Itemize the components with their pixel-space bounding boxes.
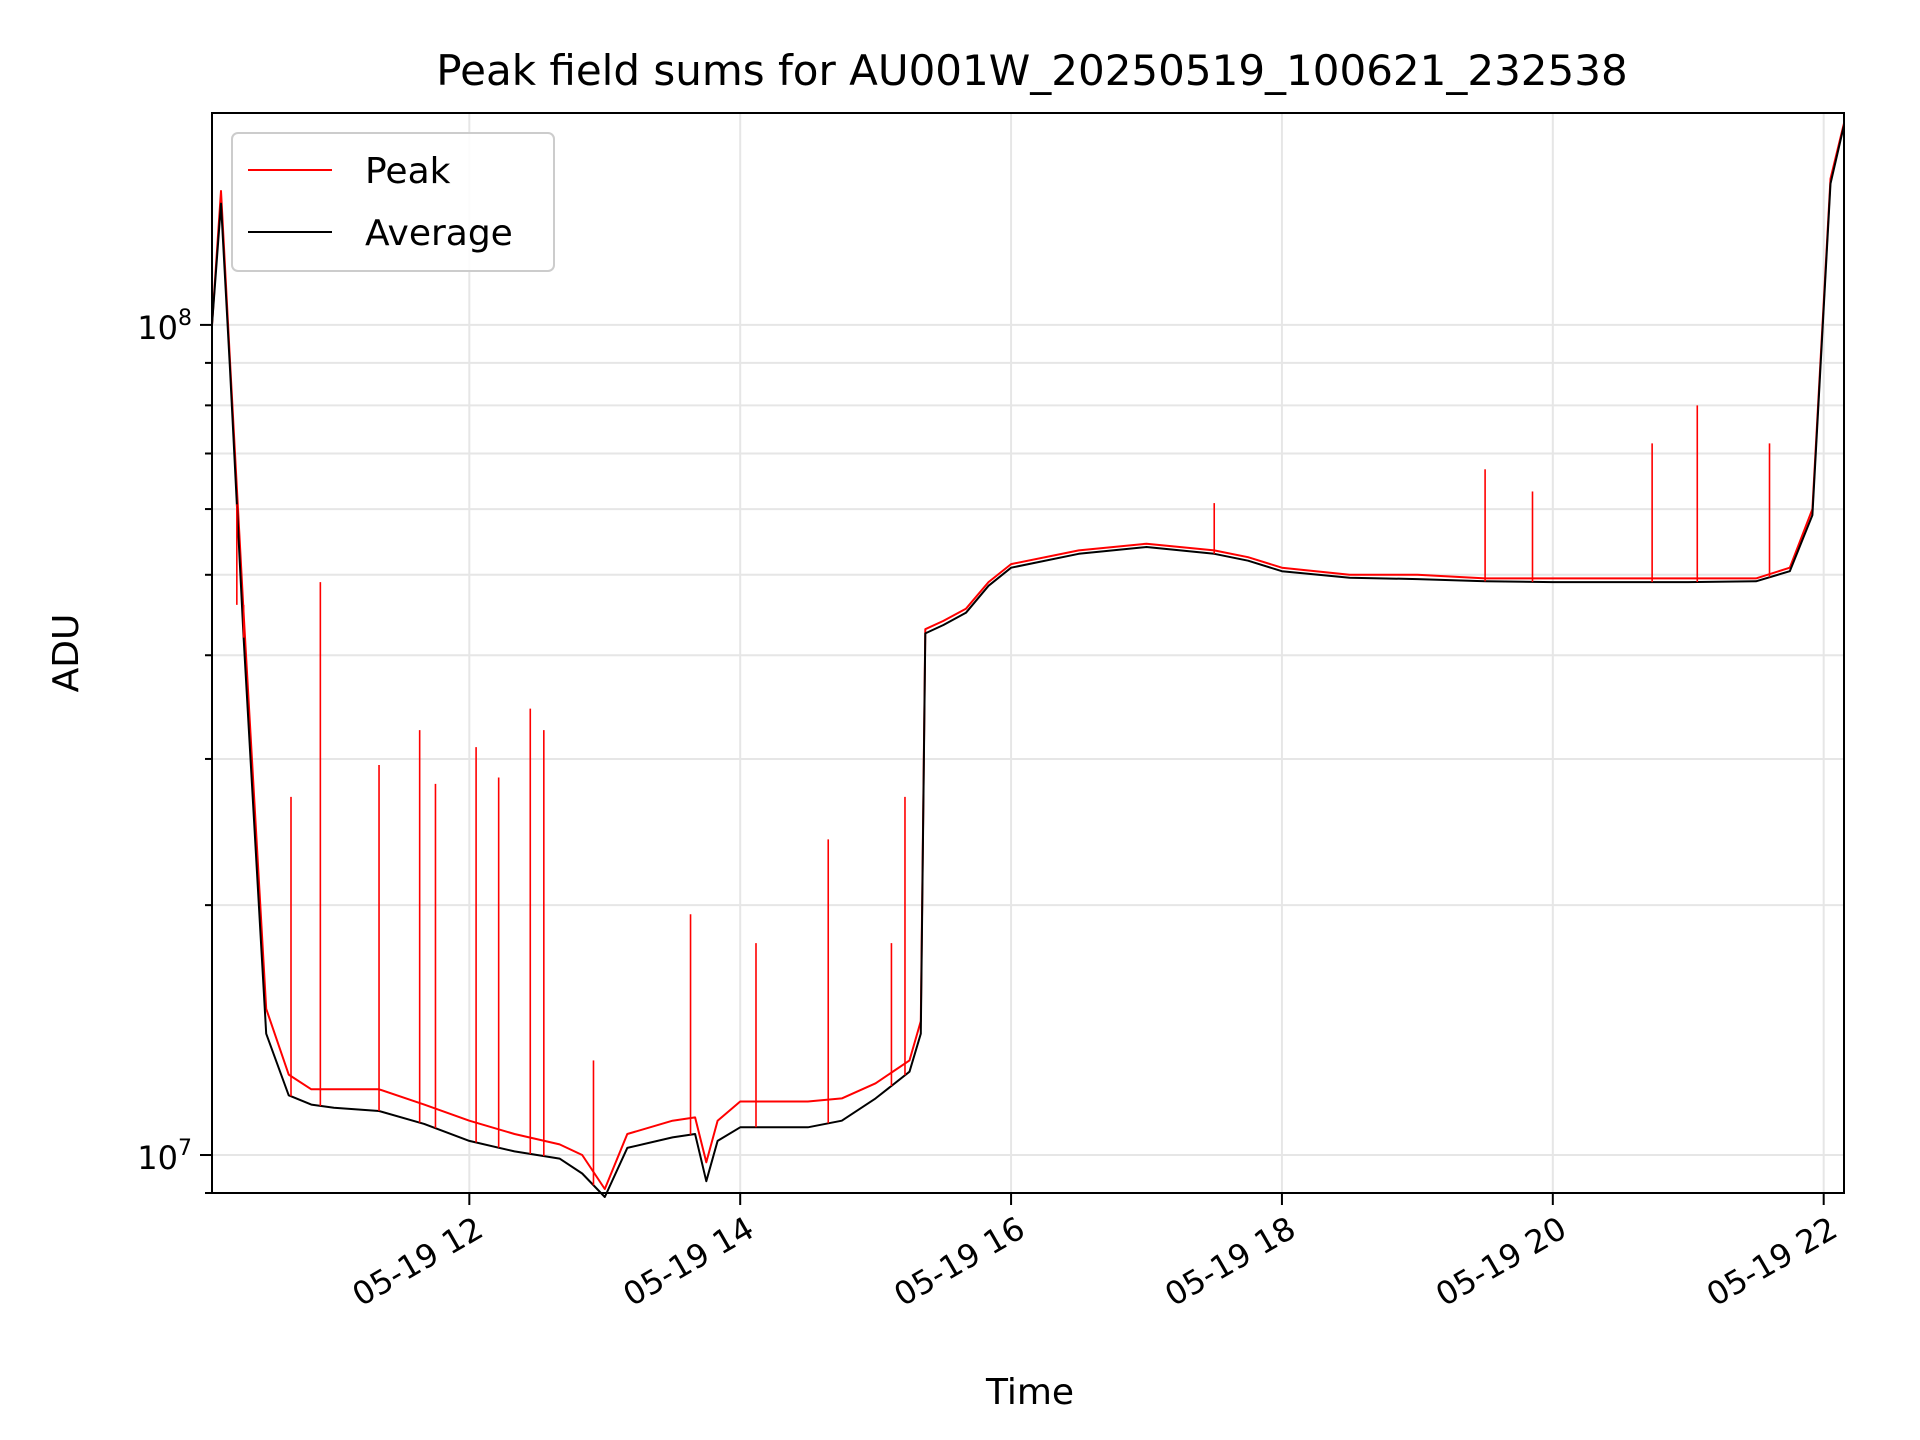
x-tick-label: 05-19 20 [1429,1209,1573,1314]
plot-frame [211,112,1845,1194]
plot-lines [211,122,1845,1198]
y-axis-label: ADU [46,614,87,693]
grid [212,113,1844,1194]
x-tick-label: 05-19 22 [1700,1209,1844,1314]
x-axis-label: Time [985,1372,1074,1413]
chart-title: Peak field sums for AU001W_20250519_1006… [436,46,1627,95]
x-tick-label: 05-19 12 [346,1209,490,1314]
x-tick-label: 05-19 14 [617,1209,761,1314]
legend-label: Average [365,213,513,254]
y-tick-label: 107 [137,1136,192,1177]
x-tick-label: 05-19 16 [887,1209,1031,1314]
legend-label: Peak [365,151,451,192]
axis-ticks: 05-19 12 05-19 14 05-19 16 05-19 18 05-19 20… [137,306,1843,1314]
y-tick-label: 108 [137,306,192,347]
legend: Peak Average [231,132,555,272]
x-tick-label: 05-19 18 [1158,1209,1302,1314]
series-line-average [211,124,1845,1198]
series-line-peak [211,122,1845,1190]
legend-box [231,132,555,272]
